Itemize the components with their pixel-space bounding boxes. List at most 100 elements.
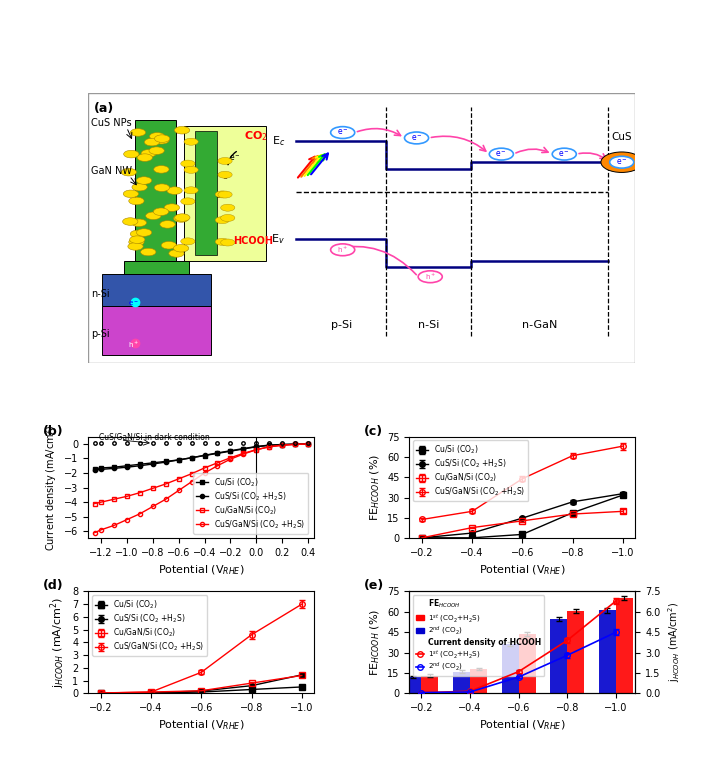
CuS/GaN/Si (CO$_2$ +H$_2$S) <box>252 445 261 454</box>
Circle shape <box>405 132 429 144</box>
Y-axis label: FE$_{HCOOH}$ (%): FE$_{HCOOH}$ (%) <box>368 454 381 521</box>
Circle shape <box>153 208 169 216</box>
Circle shape <box>169 249 184 257</box>
Line: Cu/Si (CO$_2$): Cu/Si (CO$_2$) <box>92 442 310 471</box>
Circle shape <box>552 148 576 160</box>
CuS/GaN/Si (CO$_2$ +H$_2$S) <box>162 495 170 504</box>
Cu/GaN/Si (CO$_2$) <box>136 488 144 497</box>
CuS/GaN/Si (CO$_2$ +H$_2$S) <box>110 520 119 530</box>
Circle shape <box>131 129 145 136</box>
Cu/Si (CO$_2$) <box>187 453 196 463</box>
Circle shape <box>132 183 148 191</box>
Text: h$^+$: h$^+$ <box>128 339 139 350</box>
Y-axis label: j$_{HCOOH}$ (mA/cm$^2$): j$_{HCOOH}$ (mA/cm$^2$) <box>48 597 67 688</box>
Circle shape <box>610 157 634 168</box>
Circle shape <box>330 244 354 256</box>
Legend: Cu/Si (CO$_2$), CuS/Si (CO$_2$ +H$_2$S), Cu/GaN/Si (CO$_2$), CuS/GaN/Si (CO$_2$ : Cu/Si (CO$_2$), CuS/Si (CO$_2$ +H$_2$S),… <box>413 440 528 501</box>
Circle shape <box>221 204 235 211</box>
Circle shape <box>160 220 175 228</box>
Cu/GaN/Si (CO$_2$) <box>187 469 196 478</box>
Bar <box>502 644 519 693</box>
CuS/GaN/Si (CO$_2$ +H$_2$S) <box>90 528 99 538</box>
CuS/Si (CO$_2$ +H$_2$S) <box>239 444 248 453</box>
Circle shape <box>154 184 169 192</box>
Circle shape <box>174 126 190 134</box>
CuS/GaN/Si (CO$_2$ +H$_2$S) <box>187 477 196 486</box>
Text: n-GaN: n-GaN <box>522 320 557 330</box>
Cu/Si (CO$_2$) <box>148 458 157 467</box>
Bar <box>421 675 438 693</box>
CuS/Si (CO$_2$ +H$_2$S) <box>304 439 312 449</box>
CuS/Si (CO$_2$ +H$_2$S) <box>90 465 99 474</box>
Cu/GaN/Si (CO$_2$) <box>277 441 286 450</box>
Text: n-Si: n-Si <box>418 320 440 330</box>
Circle shape <box>218 171 232 178</box>
Text: e$^-$: e$^-$ <box>128 299 139 308</box>
X-axis label: Potential (V$_{RHE}$): Potential (V$_{RHE}$) <box>158 718 244 732</box>
Cu/Si (CO$_2$) <box>265 441 273 450</box>
Cu/GaN/Si (CO$_2$) <box>291 439 299 449</box>
Text: e$^-$: e$^-$ <box>496 150 507 159</box>
Line: Cu/GaN/Si (CO$_2$): Cu/GaN/Si (CO$_2$) <box>92 442 310 506</box>
Text: e$^-$: e$^-$ <box>558 150 570 159</box>
Cu/Si (CO$_2$) <box>213 449 222 458</box>
Text: p-Si: p-Si <box>330 320 352 330</box>
Y-axis label: FE$_{HCOOH}$ (%): FE$_{HCOOH}$ (%) <box>368 609 381 676</box>
Circle shape <box>141 150 157 157</box>
CuS/GaN/Si (CO$_2$ +H$_2$S) <box>136 509 144 519</box>
Circle shape <box>155 135 169 143</box>
CuS/GaN/Si (CO$_2$ +H$_2$S) <box>304 439 312 449</box>
Circle shape <box>154 136 169 144</box>
Text: (e): (e) <box>364 580 384 592</box>
Cu/GaN/Si (CO$_2$) <box>123 492 131 501</box>
Circle shape <box>215 191 229 198</box>
Cu/GaN/Si (CO$_2$) <box>239 449 248 458</box>
Text: E$_v$: E$_v$ <box>271 232 285 246</box>
CuS/Si (CO$_2$ +H$_2$S) <box>110 464 119 473</box>
Circle shape <box>136 177 152 185</box>
Circle shape <box>601 152 642 172</box>
CuS/Si (CO$_2$ +H$_2$S) <box>123 463 131 472</box>
Bar <box>124 260 189 274</box>
Bar <box>184 126 266 260</box>
Cu/Si (CO$_2$) <box>291 439 299 449</box>
Cu/Si (CO$_2$) <box>123 461 131 471</box>
Circle shape <box>144 139 160 146</box>
Circle shape <box>221 214 235 221</box>
Line: CuS/Si (CO$_2$ +H$_2$S): CuS/Si (CO$_2$ +H$_2$S) <box>92 442 310 472</box>
Text: e$^-$: e$^-$ <box>337 128 349 137</box>
Circle shape <box>128 238 144 246</box>
Text: e$^-$: e$^-$ <box>222 172 234 182</box>
Circle shape <box>150 132 165 140</box>
CuS/GaN/Si (CO$_2$ +H$_2$S) <box>201 468 209 478</box>
Text: (c): (c) <box>364 425 383 438</box>
CuS/GaN/Si (CO$_2$ +H$_2$S) <box>226 454 234 464</box>
X-axis label: Potential (V$_{RHE}$): Potential (V$_{RHE}$) <box>479 718 566 732</box>
Circle shape <box>149 147 164 154</box>
Cu/GaN/Si (CO$_2$) <box>201 464 209 473</box>
Cu/GaN/Si (CO$_2$) <box>148 484 157 493</box>
Circle shape <box>184 167 198 174</box>
Text: E$_c$: E$_c$ <box>272 134 285 147</box>
CuS/GaN/Si (CO$_2$ +H$_2$S) <box>277 440 286 449</box>
Cu/Si (CO$_2$) <box>162 456 170 466</box>
Cu/GaN/Si (CO$_2$) <box>110 495 119 504</box>
Cu/Si (CO$_2$) <box>304 439 312 449</box>
CuS/Si (CO$_2$ +H$_2$S) <box>226 446 234 456</box>
Circle shape <box>174 245 189 252</box>
Circle shape <box>221 239 235 246</box>
CuS/GaN/Si (CO$_2$ +H$_2$S) <box>97 525 105 534</box>
Text: h$^+$: h$^+$ <box>425 272 436 282</box>
Text: n-Si: n-Si <box>91 289 109 299</box>
Circle shape <box>161 241 176 249</box>
CuS/Si (CO$_2$ +H$_2$S) <box>265 440 273 449</box>
Circle shape <box>131 219 147 227</box>
Circle shape <box>121 168 136 176</box>
Circle shape <box>489 148 513 160</box>
Bar <box>519 633 536 693</box>
CuS/Si (CO$_2$ +H$_2$S) <box>148 460 157 469</box>
Text: e$^-$: e$^-$ <box>616 157 628 167</box>
CuS/Si (CO$_2$ +H$_2$S) <box>201 450 209 460</box>
Cu/Si (CO$_2$) <box>239 444 248 453</box>
CuS/GaN/Si (CO$_2$ +H$_2$S) <box>148 502 157 511</box>
